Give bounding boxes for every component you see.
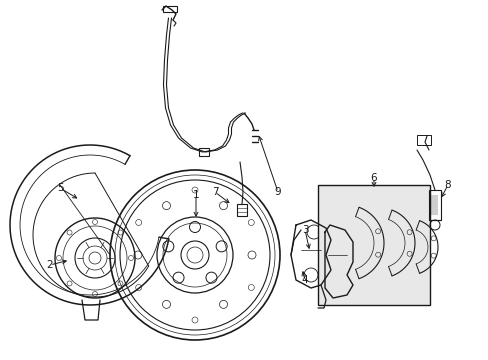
Bar [428,190,440,220]
Text: 2: 2 [46,260,53,270]
Text: 4: 4 [301,275,307,285]
Text: 8: 8 [444,180,450,190]
Text: 9: 9 [274,187,281,197]
Text: 3: 3 [301,225,307,235]
Text: 6: 6 [370,173,377,183]
Bar [237,204,246,216]
Bar [416,135,430,145]
Text: 7: 7 [211,187,218,197]
Text: 5: 5 [57,183,63,193]
Bar [317,185,429,305]
Bar [199,148,208,156]
Text: 1: 1 [192,190,199,200]
Bar [163,6,177,12]
